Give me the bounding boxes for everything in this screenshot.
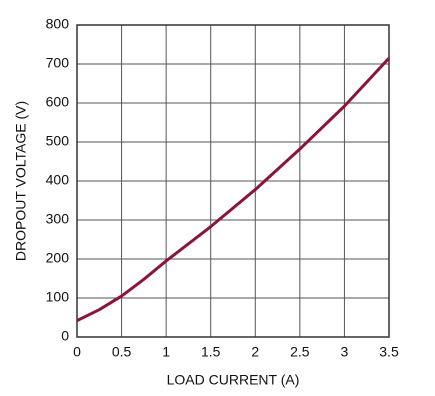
x-tick-label: 0	[73, 344, 81, 360]
data-line	[76, 57, 391, 322]
y-tick-label: 800	[46, 16, 70, 32]
y-tick-label: 300	[46, 211, 70, 227]
x-tick-label: 2.5	[290, 344, 310, 360]
y-tick-label: 100	[46, 289, 70, 305]
y-tick-label: 600	[46, 94, 70, 110]
y-tick-label: 700	[46, 55, 70, 71]
x-tick-label: 0.5	[112, 344, 132, 360]
x-tick-label: 3.5	[379, 344, 399, 360]
plot-frame	[76, 24, 390, 338]
y-tick-label: 200	[46, 250, 70, 266]
x-tick-label: 2	[251, 344, 259, 360]
x-tick-label: 1.5	[201, 344, 221, 360]
y-tick-label: 400	[46, 172, 70, 188]
x-axis-label: LOAD CURRENT (A)	[167, 372, 300, 388]
y-axis-label: DROPOUT VOLTAGE (V)	[13, 101, 29, 261]
y-tick-label: 500	[46, 133, 70, 149]
x-tick-label: 1	[162, 344, 170, 360]
y-tick-label: 0	[61, 328, 69, 344]
x-tick-label: 3	[341, 344, 349, 360]
